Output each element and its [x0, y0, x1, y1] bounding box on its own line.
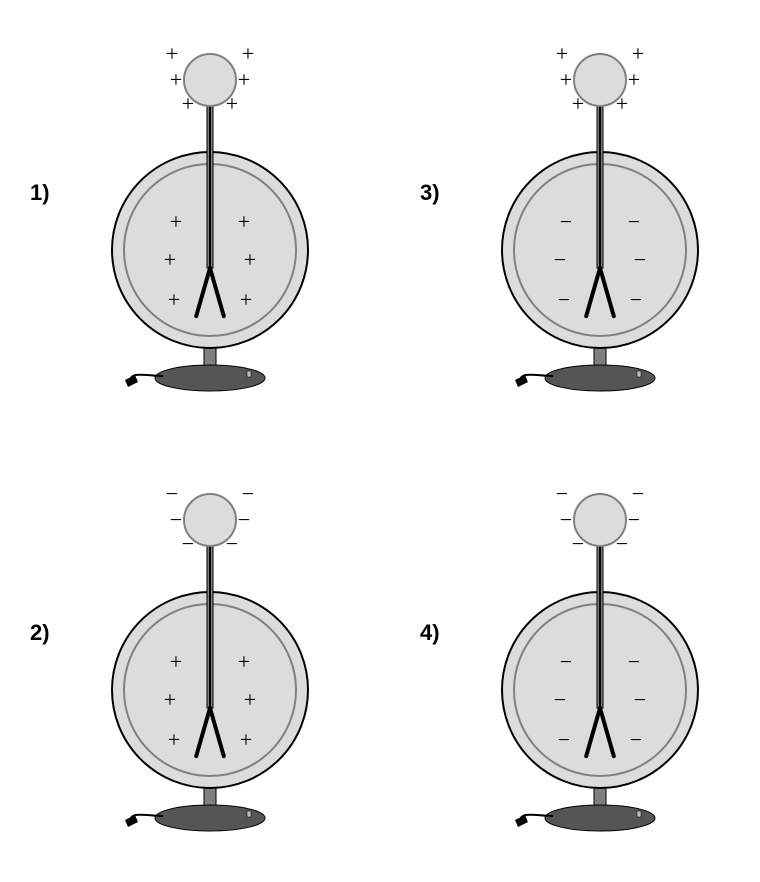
- svg-text:+: +: [572, 91, 584, 116]
- svg-text:+: +: [166, 41, 178, 66]
- option-label-e2: 2): [30, 620, 50, 646]
- svg-text:−: −: [630, 727, 642, 752]
- svg-text:−: −: [238, 507, 250, 532]
- svg-text:−: −: [560, 649, 572, 674]
- svg-text:+: +: [170, 649, 182, 674]
- svg-text:+: +: [164, 247, 176, 272]
- electroscope-e4: −−−−−−−−−−−−: [470, 460, 730, 860]
- svg-text:+: +: [244, 687, 256, 712]
- svg-text:−: −: [560, 209, 572, 234]
- electroscope-e2: −−−−−−++++++: [80, 460, 340, 860]
- svg-text:−: −: [632, 481, 644, 506]
- svg-text:−: −: [630, 287, 642, 312]
- svg-text:−: −: [628, 649, 640, 674]
- svg-text:−: −: [558, 727, 570, 752]
- svg-text:+: +: [560, 67, 572, 92]
- svg-text:−: −: [554, 247, 566, 272]
- svg-text:+: +: [244, 247, 256, 272]
- svg-text:+: +: [616, 91, 628, 116]
- svg-text:−: −: [554, 687, 566, 712]
- svg-text:−: −: [558, 287, 570, 312]
- electroscope-cell-e2: −−−−−−++++++: [80, 460, 340, 860]
- svg-text:+: +: [238, 67, 250, 92]
- svg-text:+: +: [242, 41, 254, 66]
- option-label-e1: 1): [30, 180, 50, 206]
- option-label-e4: 4): [420, 620, 440, 646]
- svg-text:−: −: [572, 531, 584, 556]
- svg-text:−: −: [628, 209, 640, 234]
- svg-text:−: −: [628, 507, 640, 532]
- svg-text:+: +: [628, 67, 640, 92]
- electroscope-e1: ++++++++++++: [80, 20, 340, 420]
- svg-text:+: +: [632, 41, 644, 66]
- svg-text:−: −: [616, 531, 628, 556]
- svg-text:−: −: [634, 247, 646, 272]
- svg-text:−: −: [170, 507, 182, 532]
- svg-text:−: −: [634, 687, 646, 712]
- svg-text:+: +: [240, 287, 252, 312]
- svg-text:+: +: [240, 727, 252, 752]
- svg-text:−: −: [166, 481, 178, 506]
- svg-text:−: −: [556, 481, 568, 506]
- option-label-e3: 3): [420, 180, 440, 206]
- svg-text:+: +: [170, 67, 182, 92]
- svg-text:+: +: [170, 209, 182, 234]
- svg-text:+: +: [168, 287, 180, 312]
- svg-text:−: −: [226, 531, 238, 556]
- svg-text:+: +: [238, 649, 250, 674]
- electroscope-e3: ++++++−−−−−−: [470, 20, 730, 420]
- electroscope-cell-e1: ++++++++++++: [80, 20, 340, 420]
- svg-text:+: +: [556, 41, 568, 66]
- electroscope-cell-e4: −−−−−−−−−−−−: [470, 460, 730, 860]
- electroscope-cell-e3: ++++++−−−−−−: [470, 20, 730, 420]
- svg-text:−: −: [182, 531, 194, 556]
- page: 1)++++++++++++2)−−−−−−++++++3)++++++−−−−…: [0, 0, 760, 882]
- svg-text:+: +: [238, 209, 250, 234]
- svg-text:+: +: [226, 91, 238, 116]
- svg-text:+: +: [164, 687, 176, 712]
- svg-text:+: +: [168, 727, 180, 752]
- svg-text:−: −: [560, 507, 572, 532]
- svg-text:+: +: [182, 91, 194, 116]
- svg-text:−: −: [242, 481, 254, 506]
